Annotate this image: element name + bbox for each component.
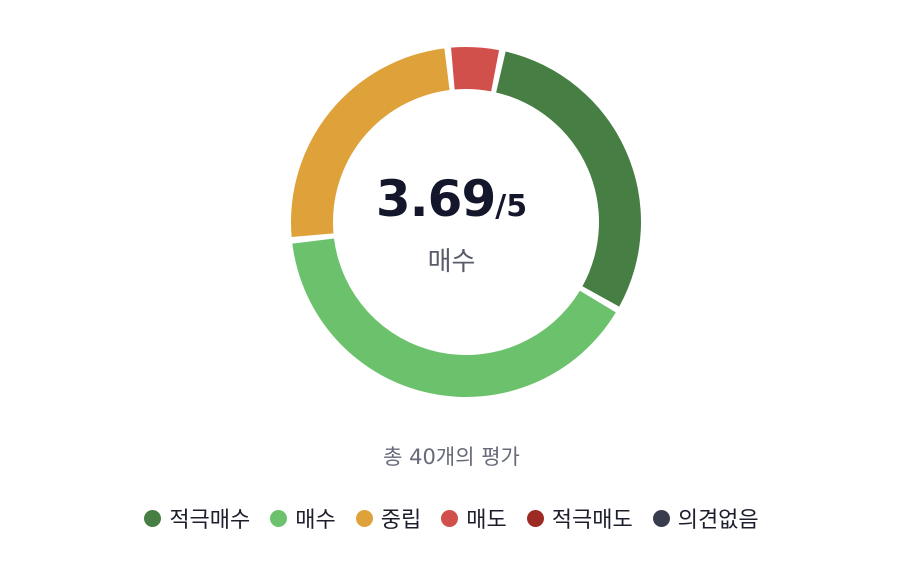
- rating-score: 3.69/5: [0, 170, 903, 228]
- donut-segment-buy: [292, 238, 616, 397]
- legend-label: 적극매도: [551, 508, 633, 533]
- legend: 적극매수 매수 중립 매도 적극매도 의견없음: [0, 502, 903, 534]
- total-ratings: 총 40개의 평가: [383, 445, 520, 469]
- legend-dot: [652, 509, 670, 527]
- legend-item-strong-buy: 적극매수: [144, 502, 250, 534]
- legend-label: 중립: [380, 508, 422, 533]
- donut-segment-sell: [451, 46, 500, 92]
- legend-dot: [526, 509, 544, 527]
- legend-label: 적극매수: [169, 508, 251, 533]
- score-max: /5: [495, 189, 528, 224]
- donut-segment-strong-buy: [496, 51, 641, 307]
- legend-label: 매수: [295, 508, 336, 533]
- legend-item-strong-sell: 적극매도: [526, 502, 633, 534]
- legend-dot: [144, 509, 162, 527]
- legend-label: 의견없음: [677, 508, 759, 533]
- legend-item-buy: 매수: [270, 502, 336, 534]
- legend-item-no-opinion: 의견없음: [652, 502, 759, 534]
- donut-segment-hold: [291, 48, 450, 237]
- legend-item-hold: 중립: [355, 502, 422, 534]
- legend-item-sell: 매도: [441, 502, 507, 534]
- legend-label: 매도: [466, 508, 507, 533]
- rating-label: 매수: [427, 247, 476, 277]
- legend-dot: [441, 509, 459, 527]
- legend-dot: [355, 509, 373, 527]
- legend-dot: [270, 509, 288, 527]
- score-value: 3.69: [375, 170, 496, 228]
